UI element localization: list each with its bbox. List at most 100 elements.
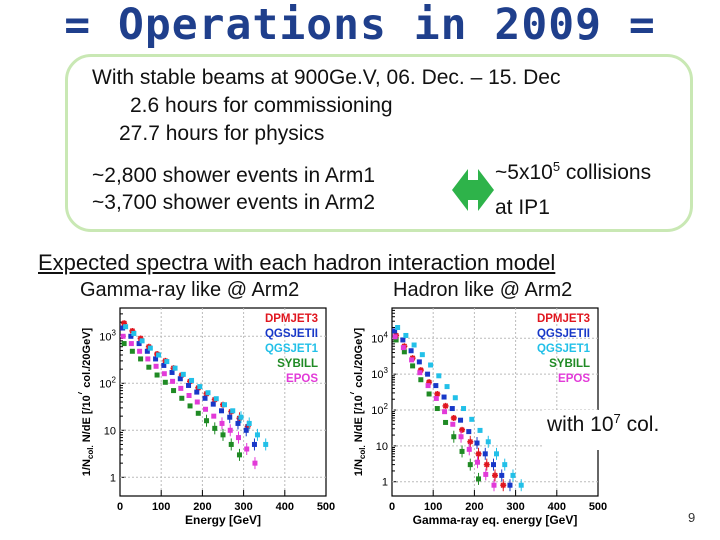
data-point [477, 427, 483, 433]
data-point [164, 359, 170, 365]
data-point [186, 392, 192, 398]
data-point [469, 416, 475, 422]
data-point [222, 402, 227, 408]
data-point [171, 388, 177, 394]
data-point [442, 402, 449, 409]
data-point [518, 482, 524, 488]
data-point [194, 389, 200, 395]
data-point [137, 348, 143, 354]
data-point [474, 440, 480, 446]
data-point [452, 395, 458, 401]
data-point [128, 333, 134, 339]
data-point [416, 359, 422, 365]
summary-ip: at IP1 [495, 196, 550, 219]
data-point [219, 408, 224, 414]
data-point [120, 325, 126, 331]
legend-entry: DPMJET3 [537, 313, 590, 325]
data-point [179, 395, 185, 401]
data-point [170, 378, 176, 384]
data-point [466, 446, 472, 452]
legend-entry: QGSJETII [265, 328, 318, 340]
y-tick-label: 10 [104, 425, 116, 437]
data-point [449, 406, 455, 412]
data-point [443, 419, 449, 425]
data-point [244, 446, 250, 452]
x-tick-label: 400 [548, 501, 566, 513]
collisions-suffix: collisions [560, 161, 652, 184]
y-tick-label: 1 [110, 472, 116, 484]
data-point [156, 352, 162, 358]
data-point [197, 384, 203, 390]
data-point [403, 332, 409, 338]
data-point [121, 320, 128, 327]
legend-entry: SYBILL [277, 358, 318, 370]
summary-line-physics: 27.7 hours for physics [119, 122, 325, 145]
data-point [491, 482, 497, 488]
data-point [136, 341, 142, 347]
data-point [147, 345, 153, 351]
data-point [450, 421, 456, 427]
data-point [251, 441, 257, 447]
data-point [401, 349, 407, 355]
legend-entry: QGSJETII [537, 328, 590, 340]
data-point [153, 356, 159, 362]
data-point [244, 423, 251, 430]
summary-line-commissioning: 2.6 hours for commissioning [130, 94, 393, 117]
data-point [189, 377, 195, 383]
data-point [162, 379, 168, 385]
summary-line-beams: With stable beams at 900Ge.V, 06. Dec. –… [92, 66, 561, 89]
plot-frame [391, 307, 599, 497]
data-point [178, 385, 184, 391]
legend-entry: QGSJET1 [537, 343, 591, 355]
data-point [129, 327, 136, 334]
data-point [485, 439, 491, 445]
data-point [219, 420, 225, 426]
data-point [425, 371, 431, 377]
data-point [210, 401, 216, 407]
data-point [138, 356, 144, 362]
data-point [410, 363, 416, 369]
data-point [123, 324, 129, 330]
data-point [146, 364, 152, 370]
left-plot-subtitle: Gamma-ray like @ Arm2 [80, 279, 300, 301]
summary-collisions: ~5x105 collisions [495, 160, 652, 185]
data-point [507, 482, 513, 488]
data-point [205, 390, 211, 396]
data-point [458, 417, 464, 423]
data-point [408, 348, 414, 354]
data-point [411, 342, 417, 348]
y-tick-label: 1 [382, 477, 388, 489]
data-point [494, 451, 499, 457]
data-point [230, 408, 236, 414]
page-number: 9 [688, 510, 696, 525]
right-plot-subtitle: Hadron like @ Arm2 [393, 279, 573, 301]
data-point [459, 448, 465, 454]
data-point [428, 362, 434, 368]
y-tick-label: 102 [371, 402, 388, 417]
data-point [235, 435, 241, 441]
data-point [417, 370, 423, 376]
note-exponent: 7 [613, 411, 621, 426]
hadron-spectrum-chart: 0 100 200 300 400 500 1 10 102 103 104 Gamma-ray eq… [350, 307, 607, 527]
data-point [202, 395, 208, 401]
data-point [492, 472, 498, 479]
data-point [227, 427, 233, 433]
data-point [128, 341, 134, 347]
data-point [467, 462, 473, 468]
data-point [238, 414, 244, 420]
data-point [211, 413, 217, 419]
data-point [441, 394, 447, 400]
x-tick-label: 300 [234, 501, 252, 513]
data-point [154, 372, 160, 378]
x-tick-label: 400 [276, 501, 294, 513]
data-point [213, 396, 219, 402]
data-point [246, 420, 252, 426]
data-point [450, 414, 457, 421]
legend-entry: EPOS [558, 373, 590, 385]
x-tick-label: 200 [193, 501, 211, 513]
data-point [120, 333, 126, 339]
data-point [203, 406, 209, 412]
data-point [145, 356, 151, 362]
data-point [254, 432, 260, 438]
data-point [483, 471, 489, 477]
